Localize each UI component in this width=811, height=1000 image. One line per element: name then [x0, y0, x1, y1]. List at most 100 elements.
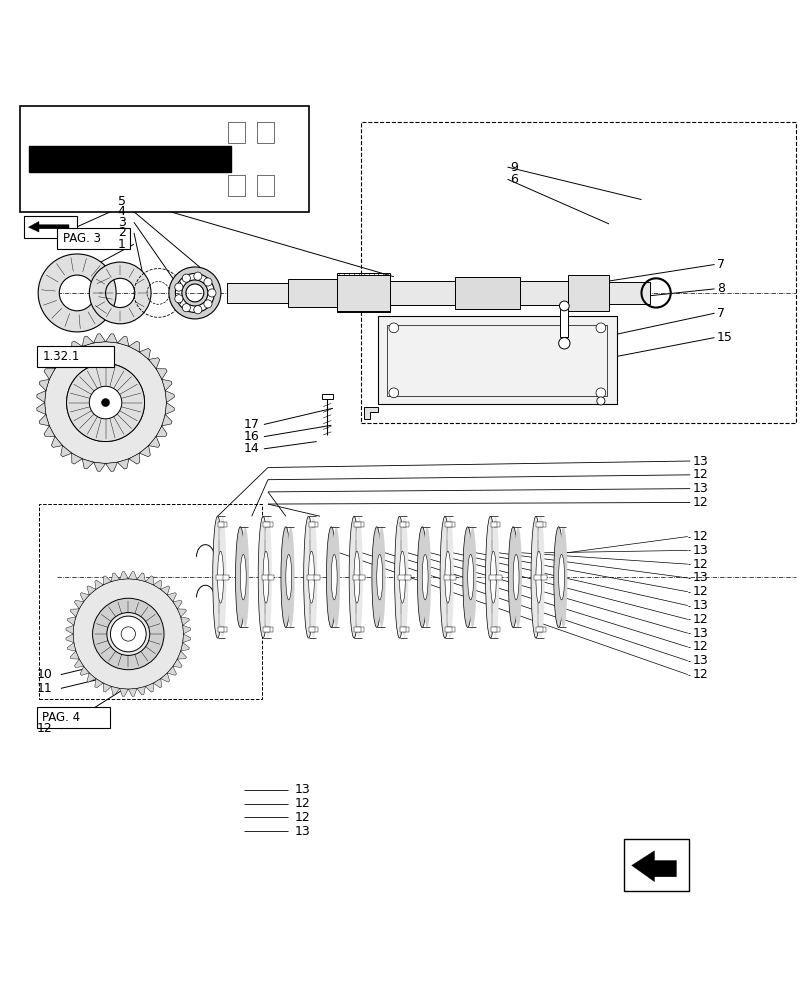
Text: 12: 12: [692, 558, 707, 571]
Polygon shape: [165, 403, 174, 414]
Polygon shape: [51, 436, 62, 447]
Bar: [448, 522, 454, 527]
Bar: [357, 522, 363, 527]
Polygon shape: [181, 617, 189, 625]
Text: 12: 12: [294, 811, 310, 824]
Ellipse shape: [377, 527, 385, 627]
Bar: [354, 522, 360, 527]
Ellipse shape: [536, 516, 544, 638]
Bar: [519, 281, 568, 305]
Ellipse shape: [558, 554, 564, 600]
Text: PAG. 3: PAG. 3: [62, 232, 101, 245]
Bar: [57, 228, 130, 249]
Bar: [495, 575, 501, 580]
Bar: [228, 122, 245, 143]
Wedge shape: [73, 579, 183, 689]
Polygon shape: [103, 576, 111, 585]
Polygon shape: [95, 679, 103, 688]
Polygon shape: [148, 358, 160, 369]
Polygon shape: [118, 336, 129, 346]
Bar: [288, 279, 337, 307]
Polygon shape: [137, 573, 145, 581]
Bar: [217, 627, 224, 632]
Polygon shape: [71, 341, 82, 352]
Bar: [221, 627, 227, 632]
Text: 12: 12: [294, 797, 310, 810]
Polygon shape: [161, 586, 169, 595]
Bar: [256, 122, 273, 143]
Ellipse shape: [530, 516, 540, 638]
Bar: [387, 325, 607, 396]
Text: 13: 13: [692, 455, 707, 468]
Ellipse shape: [535, 551, 541, 603]
Circle shape: [558, 338, 569, 349]
Bar: [222, 575, 229, 580]
Bar: [540, 575, 547, 580]
Ellipse shape: [399, 551, 405, 603]
Text: 13: 13: [692, 571, 707, 584]
Bar: [263, 522, 269, 527]
Circle shape: [559, 301, 569, 311]
Circle shape: [121, 627, 135, 641]
Bar: [493, 627, 500, 632]
Polygon shape: [128, 689, 137, 696]
Bar: [448, 627, 454, 632]
Ellipse shape: [394, 516, 404, 638]
Polygon shape: [161, 414, 172, 426]
Wedge shape: [67, 364, 144, 442]
Wedge shape: [169, 267, 221, 319]
Text: 12: 12: [692, 585, 707, 598]
Bar: [216, 575, 222, 580]
Ellipse shape: [217, 551, 223, 603]
Ellipse shape: [264, 516, 272, 638]
Polygon shape: [153, 679, 161, 688]
Bar: [389, 281, 454, 305]
Ellipse shape: [241, 527, 249, 627]
Polygon shape: [51, 358, 62, 369]
Bar: [39, 504, 262, 699]
Bar: [311, 627, 318, 632]
Ellipse shape: [212, 516, 222, 638]
Circle shape: [182, 274, 190, 282]
Bar: [539, 522, 545, 527]
Text: 13: 13: [294, 825, 310, 838]
Text: 8: 8: [716, 282, 724, 295]
Text: 12: 12: [692, 668, 707, 681]
Bar: [307, 575, 313, 580]
Polygon shape: [67, 617, 75, 625]
Text: 13: 13: [692, 627, 707, 640]
Polygon shape: [363, 407, 378, 419]
Ellipse shape: [444, 551, 450, 603]
Ellipse shape: [440, 516, 449, 638]
Text: 12: 12: [692, 530, 707, 543]
Text: 14: 14: [243, 442, 259, 455]
Ellipse shape: [423, 527, 431, 627]
Polygon shape: [61, 446, 71, 457]
Polygon shape: [139, 446, 150, 457]
Polygon shape: [87, 673, 96, 682]
Circle shape: [595, 323, 605, 333]
Ellipse shape: [235, 527, 245, 627]
Bar: [490, 627, 496, 632]
Circle shape: [204, 278, 212, 286]
Bar: [352, 575, 358, 580]
Wedge shape: [92, 598, 164, 670]
Bar: [29, 146, 230, 172]
Polygon shape: [75, 600, 84, 609]
Polygon shape: [167, 593, 176, 602]
Ellipse shape: [371, 527, 381, 627]
Bar: [266, 522, 272, 527]
Text: 12: 12: [36, 722, 52, 735]
Polygon shape: [80, 593, 89, 602]
Text: 10: 10: [36, 668, 53, 681]
Bar: [454, 277, 519, 309]
Polygon shape: [80, 666, 89, 675]
Ellipse shape: [354, 516, 363, 638]
Bar: [535, 627, 542, 632]
Polygon shape: [173, 659, 182, 667]
Bar: [311, 522, 318, 527]
Bar: [535, 522, 542, 527]
Polygon shape: [82, 459, 93, 469]
Bar: [354, 627, 360, 632]
Bar: [404, 575, 410, 580]
